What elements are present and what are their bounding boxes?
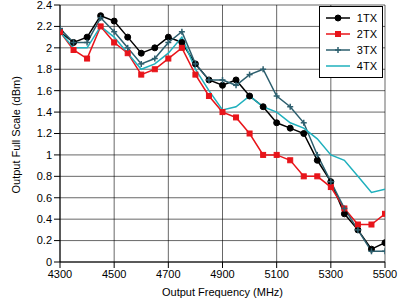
svg-text:4300: 4300 <box>48 268 72 280</box>
svg-text:1: 1 <box>46 149 52 161</box>
svg-text:0.2: 0.2 <box>37 234 52 246</box>
svg-text:5300: 5300 <box>319 268 343 280</box>
svg-text:Output Frequency (MHz): Output Frequency (MHz) <box>162 286 283 298</box>
svg-text:1.8: 1.8 <box>37 63 52 75</box>
svg-text:2: 2 <box>46 42 52 54</box>
svg-text:2.2: 2.2 <box>37 20 52 32</box>
svg-text:4700: 4700 <box>156 268 180 280</box>
svg-text:Output Full Scale (dBm): Output Full Scale (dBm) <box>10 76 22 193</box>
svg-text:4500: 4500 <box>102 268 126 280</box>
svg-text:1.2: 1.2 <box>37 127 52 139</box>
html-text:1TX: 1TX <box>356 12 377 24</box>
svg-text:5100: 5100 <box>264 268 288 280</box>
svg-text:1.4: 1.4 <box>37 106 52 118</box>
svg-text:5500: 5500 <box>373 268 395 280</box>
svg-text:0.6: 0.6 <box>37 192 52 204</box>
html-text:2TX: 2TX <box>356 28 377 40</box>
html-text:4TX: 4TX <box>356 60 377 72</box>
svg-text:1.6: 1.6 <box>37 85 52 97</box>
svg-text:0.4: 0.4 <box>37 213 52 225</box>
svg-text:0: 0 <box>46 256 52 268</box>
svg-text:2.4: 2.4 <box>37 0 52 11</box>
svg-text:0.8: 0.8 <box>37 170 52 182</box>
html-text:3TX: 3TX <box>356 44 377 56</box>
svg-text:4900: 4900 <box>210 268 234 280</box>
